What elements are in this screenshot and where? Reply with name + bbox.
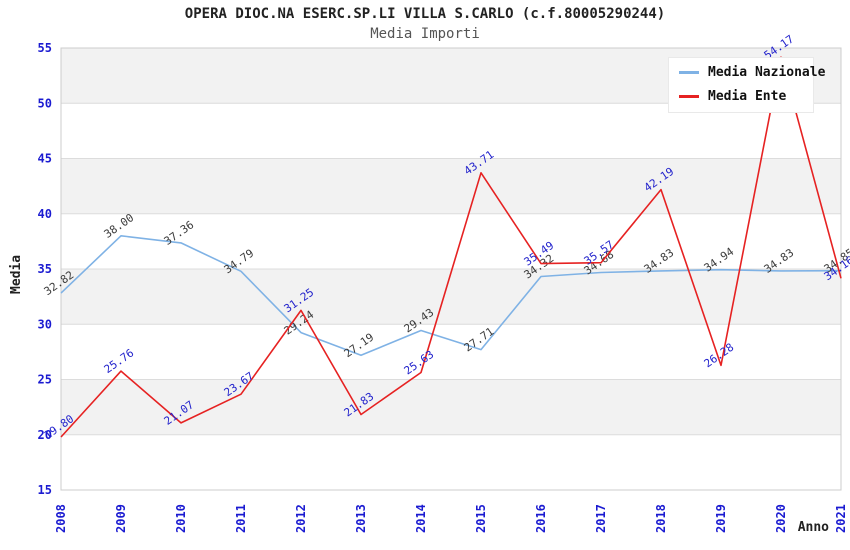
y-tick-label: 40 [38, 207, 52, 221]
point-label: 26.28 [702, 341, 737, 371]
x-tick-label: 2008 [54, 504, 68, 533]
plot-band [61, 379, 841, 435]
x-tick-label: 2021 [834, 504, 848, 533]
point-label: 25.76 [102, 346, 137, 376]
x-tick-label: 2015 [474, 504, 488, 533]
plot-border [60, 47, 842, 491]
y-tick-label: 25 [38, 373, 52, 387]
x-tick-label: 2013 [354, 504, 368, 533]
x-tick-label: 2009 [114, 504, 128, 533]
x-tick-label: 2012 [294, 504, 308, 533]
chart-subtitle: Media Importi [370, 26, 480, 42]
y-tick-label: 30 [38, 317, 52, 331]
series-line-media-nazionale [60, 235, 842, 357]
x-tick-label: 2014 [414, 504, 428, 533]
series-line-media-ente [60, 56, 842, 438]
legend-swatch-icon [679, 71, 699, 74]
y-axis-title: Media [9, 255, 24, 294]
legend-item-media-nazionale: Media Nazionale [679, 65, 825, 80]
legend-label: Media Ente [708, 89, 787, 104]
x-tick-label: 2011 [234, 504, 248, 533]
point-label: 27.71 [462, 325, 497, 355]
chart-title: OPERA DIOC.NA ESERC.SP.LI VILLA S.CARLO … [184, 6, 666, 22]
x-tick-label: 2018 [654, 504, 668, 533]
x-axis-title: Anno [798, 520, 829, 535]
y-tick-label: 35 [38, 262, 52, 276]
y-tick-label: 20 [38, 428, 52, 442]
y-tick-label: 15 [38, 483, 52, 497]
legend: Media Nazionale Media Ente [668, 57, 825, 113]
x-tick-label: 2020 [774, 504, 788, 533]
point-label: 27.19 [342, 331, 377, 361]
y-tick-label: 50 [38, 96, 52, 110]
x-tick-label: 2019 [714, 504, 728, 533]
x-tick-label: 2010 [174, 504, 188, 533]
legend-swatch-icon [679, 95, 699, 98]
y-tick-label: 55 [38, 41, 52, 55]
legend-item-media-ente: Media Ente [679, 89, 803, 104]
legend-label: Media Nazionale [708, 65, 826, 80]
plot-band [61, 269, 841, 325]
plot-band [61, 158, 841, 214]
x-tick-label: 2017 [594, 504, 608, 533]
x-tick-label: 2016 [534, 504, 548, 533]
y-tick-label: 45 [38, 152, 52, 166]
